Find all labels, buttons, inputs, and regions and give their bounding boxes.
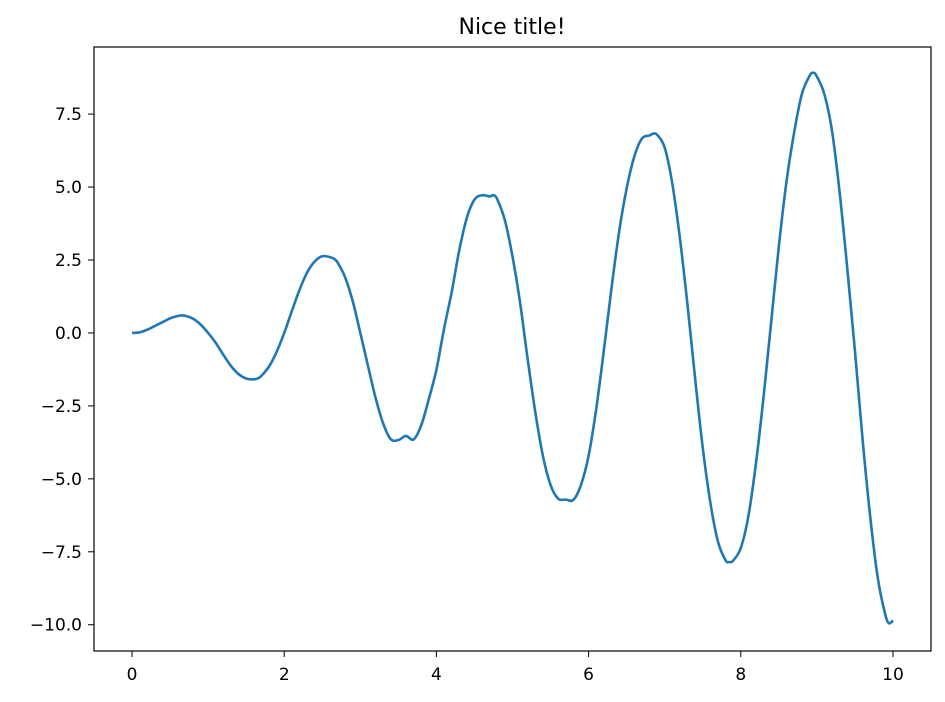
y-tick-label: 0.0: [55, 324, 82, 344]
y-axis: −10.0 −7.5 −5.0 −2.5 0.0 2.5 5.0 7.5: [30, 105, 94, 636]
x-tick-label: 10: [882, 665, 904, 685]
y-tick-label: 2.5: [55, 251, 82, 271]
series-line-0: [131, 71, 894, 625]
y-tick-label: −10.0: [30, 616, 82, 636]
y-tick-label: −7.5: [41, 543, 82, 563]
chart-title: Nice title!: [458, 15, 565, 40]
x-axis: 0 2 4 6 8 10: [127, 651, 904, 685]
y-tick-label: 5.0: [55, 178, 82, 198]
plot-area-frame: [93, 46, 932, 652]
x-tick-label: 8: [735, 665, 746, 685]
y-tick-label: 7.5: [55, 105, 82, 125]
x-tick-label: 0: [127, 665, 138, 685]
x-tick-label: 6: [583, 665, 594, 685]
series-layer: [131, 71, 894, 625]
y-tick-label: −5.0: [41, 470, 82, 490]
x-tick-label: 2: [279, 665, 290, 685]
y-tick-label: −2.5: [41, 397, 82, 417]
x-tick-label: 4: [431, 665, 442, 685]
